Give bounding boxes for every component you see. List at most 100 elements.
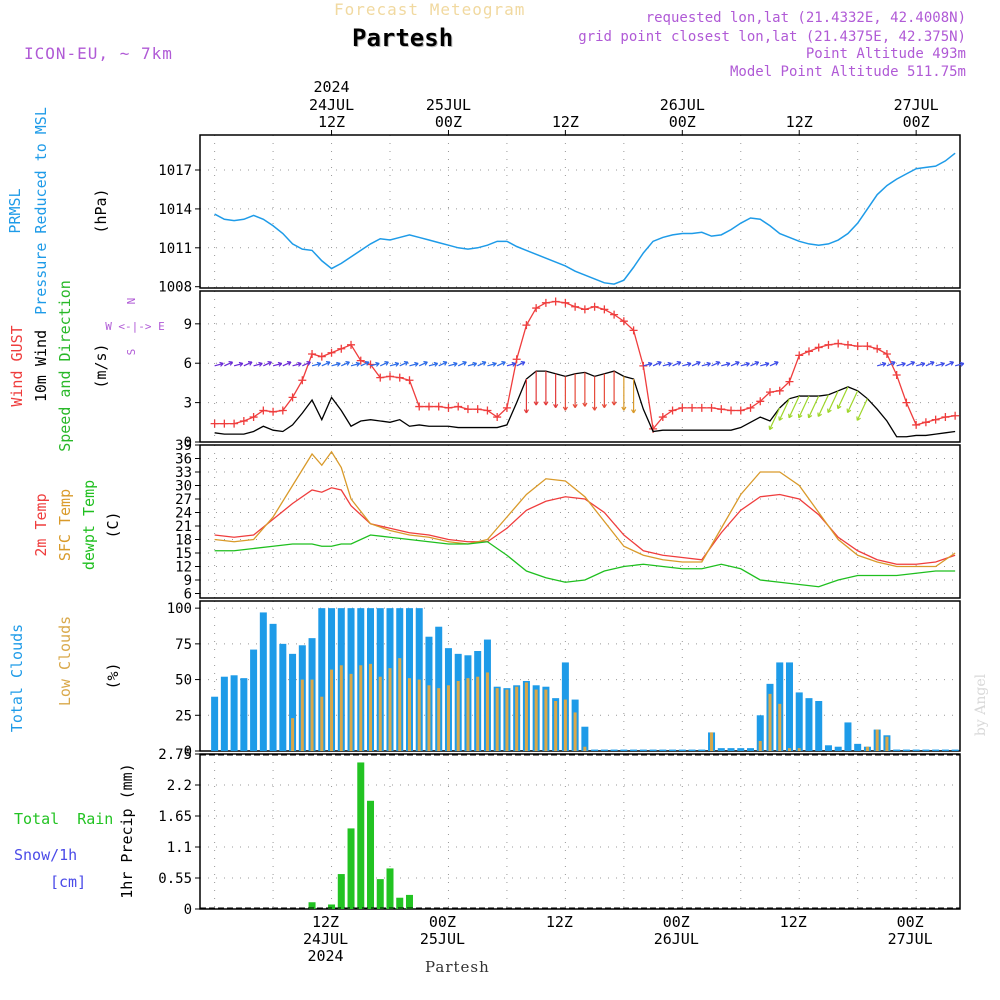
wind-arrow-head xyxy=(316,361,322,367)
y-tick-label: 3 xyxy=(184,396,192,412)
y-tick-label: 21 xyxy=(175,519,192,535)
wind-arrow-head xyxy=(462,361,467,366)
total-cloud-bar xyxy=(815,701,823,751)
low-cloud-bar xyxy=(797,748,801,751)
low-cloud-bar xyxy=(534,689,538,751)
top-year-label: 2024 xyxy=(313,78,349,96)
y-tick-label: 50 xyxy=(175,673,192,689)
gust-marker xyxy=(678,403,687,412)
wind-direction-arrow xyxy=(906,361,915,367)
gust-marker xyxy=(619,317,628,326)
wind-arrow-head xyxy=(553,403,559,409)
wind-direction-arrow xyxy=(643,362,653,367)
wind-direction-arrow xyxy=(740,362,750,367)
gust-marker xyxy=(356,356,365,365)
wind-arrow-head xyxy=(621,406,627,411)
gust-marker xyxy=(308,350,317,359)
low-cloud-bar xyxy=(865,746,869,751)
rain-bar xyxy=(396,897,404,909)
y-tick-label: 25 xyxy=(175,708,192,724)
wind-arrow-head xyxy=(592,406,598,411)
requested-coords: requested lon,lat (21.4332E, 42.4008N) xyxy=(645,10,966,26)
wind-arrow-head xyxy=(631,409,637,414)
wind-direction-arrow xyxy=(798,395,810,419)
total-cloud-bar xyxy=(795,692,803,751)
wind-direction-arrow xyxy=(925,361,935,367)
gust-marker xyxy=(522,321,531,330)
low-cloud-bar xyxy=(563,699,567,751)
gust-marker xyxy=(298,376,307,385)
low-cloud-bar xyxy=(524,682,528,751)
panel-5: 0 0.55 1.1 1.65 2.2 2.75 xyxy=(158,747,961,918)
y-tick-label: 100 xyxy=(167,601,192,617)
precip-unit-label: 1hr Precip (mm) xyxy=(118,763,136,898)
wind-direction-arrow xyxy=(827,390,839,413)
wind-direction-arrow xyxy=(954,362,964,367)
top-hour-label: 00Z xyxy=(669,113,696,131)
total-cloud-bar xyxy=(240,678,248,751)
wind-arrow-head xyxy=(891,361,896,366)
low-cloud-bar xyxy=(417,679,421,751)
gust-marker xyxy=(259,406,268,415)
top-hour-label: 00Z xyxy=(903,113,930,131)
wind-arrow-head xyxy=(930,361,935,366)
y-tick-label: 24 xyxy=(175,506,192,522)
wind-direction-arrow xyxy=(721,362,731,367)
y-tick-label: 30 xyxy=(175,479,192,495)
wind-arrow-head xyxy=(676,361,682,366)
sfc-label: SFC Temp xyxy=(56,489,74,561)
gust-marker xyxy=(775,386,784,395)
gust-marker xyxy=(317,352,326,361)
wind-arrow-head xyxy=(725,361,731,367)
wind-arrow-head xyxy=(355,361,361,367)
wind-arrow-head xyxy=(754,361,760,366)
wind-direction-arrow xyxy=(760,362,770,367)
wind-arrow-head xyxy=(403,361,409,366)
low-cloud-bar xyxy=(778,703,782,751)
gust-marker xyxy=(405,376,414,385)
low-cloud-bar xyxy=(427,685,431,751)
gust-marker xyxy=(376,373,385,382)
top-date-label: 26JUL xyxy=(660,96,705,114)
wind-arrow-head xyxy=(414,361,419,367)
gust-marker xyxy=(502,403,511,412)
gust-marker xyxy=(610,310,619,319)
wind-direction-arrow xyxy=(477,361,487,367)
y-tick-label: 1011 xyxy=(158,241,192,257)
total-cloud-bar xyxy=(230,675,238,751)
wind-arrow-head xyxy=(562,406,568,411)
total-cloud-bar xyxy=(912,749,920,751)
wind-direction-arrow xyxy=(886,361,896,367)
wind-direction-arrow xyxy=(418,361,428,367)
top-hour-label: 00Z xyxy=(435,113,462,131)
panel-frame xyxy=(199,444,961,599)
wind-direction-arrow xyxy=(672,361,681,367)
total-cloud-bar xyxy=(289,653,297,751)
total-cloud-bar xyxy=(785,662,793,751)
total-cloud-bar xyxy=(581,726,589,751)
y-tick-label: 1.65 xyxy=(158,809,192,825)
panel-frame xyxy=(199,134,961,289)
rain-label: Total Rain xyxy=(14,810,114,828)
gust-marker xyxy=(629,326,638,335)
total-cloud-bar xyxy=(279,643,287,751)
wind-direction-arrow xyxy=(360,361,370,367)
bottom-hour-label: 00Z xyxy=(897,913,924,931)
wind-arrow-head xyxy=(453,361,458,367)
model-altitude: Model Point Altitude 511.75m xyxy=(729,64,966,80)
point-altitude: Point Altitude 493m xyxy=(805,46,966,62)
total-cloud-bar xyxy=(893,749,901,751)
rain-bar xyxy=(386,868,394,909)
gust-marker xyxy=(766,388,774,397)
wind-arrow-head xyxy=(247,361,253,366)
gust-marker xyxy=(561,298,570,307)
bottom-date-label: 26JUL xyxy=(654,930,699,948)
low-cloud-bar xyxy=(330,669,334,751)
gust-marker xyxy=(463,405,472,414)
total-cloud-bar xyxy=(269,623,277,751)
gust-marker xyxy=(424,402,433,411)
y-tick-label: 39 xyxy=(175,438,192,454)
low-cloud-bar xyxy=(388,668,392,751)
prmsl-label: PRMSL xyxy=(6,188,24,233)
